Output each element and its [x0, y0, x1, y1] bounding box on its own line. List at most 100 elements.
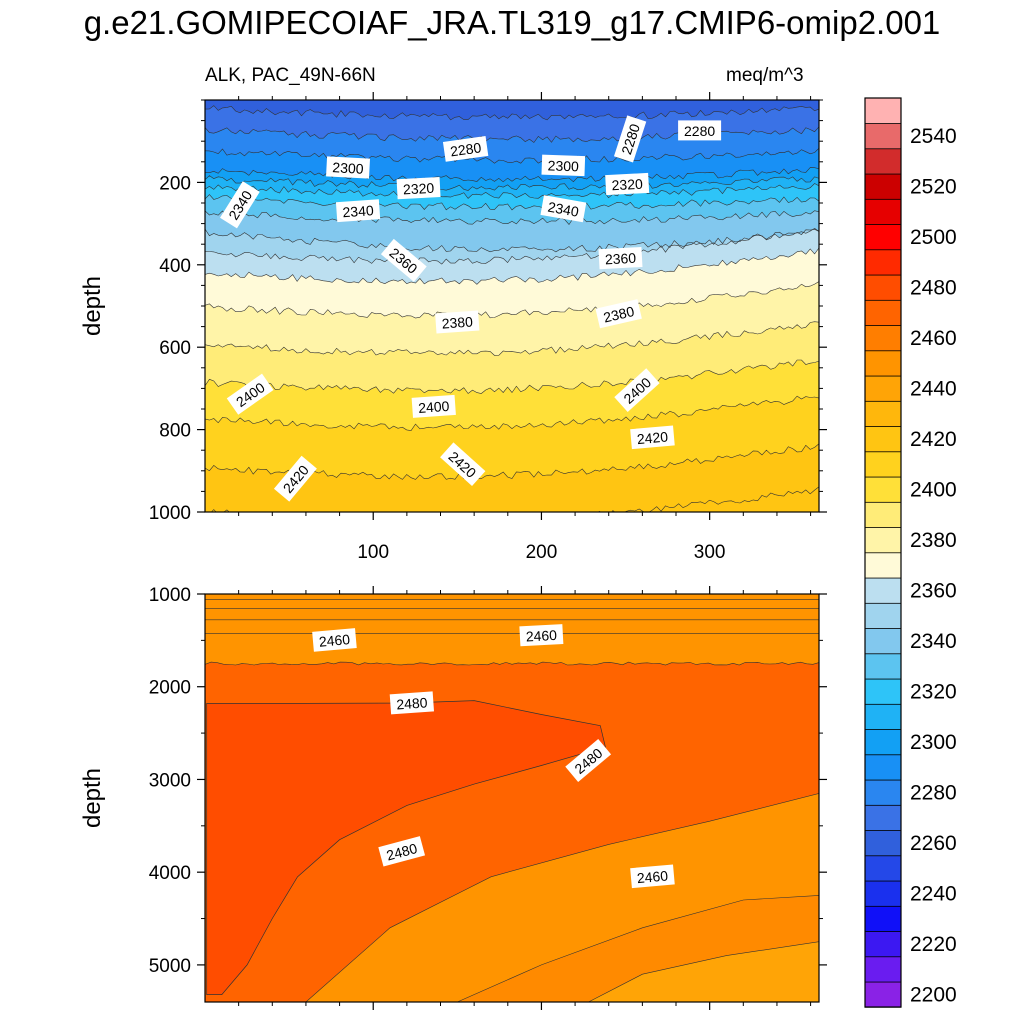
contour-label-box	[380, 238, 427, 282]
contour-label: 2400	[411, 394, 456, 418]
contour-label-text: 2380	[602, 303, 636, 326]
contour-label-box	[678, 120, 722, 141]
contour-label-box	[335, 199, 381, 223]
contour-label-box	[565, 739, 612, 782]
contour-label-text: 2460	[525, 627, 557, 645]
colorbar-swatch	[864, 476, 902, 503]
contour-label: 2420	[630, 425, 675, 450]
colorbar-swatch	[864, 678, 902, 705]
colorbar-label: 2380	[910, 529, 957, 552]
contour-label-box	[396, 176, 441, 200]
colorbar-label: 2260	[910, 832, 957, 855]
colorbar-swatch	[864, 173, 902, 200]
colorbar-swatch	[864, 148, 902, 175]
colorbar-swatch	[864, 905, 902, 932]
contour-label-text: 2380	[441, 313, 473, 331]
colorbar-swatch	[864, 249, 902, 276]
colorbar-swatch	[864, 552, 902, 579]
contour-label-box	[389, 691, 435, 715]
contour-label-box	[595, 299, 642, 329]
upper-contour-line	[205, 281, 819, 319]
contour-label-box	[435, 310, 480, 334]
contour-label-text: 2420	[636, 428, 669, 447]
colorbar-label: 2360	[910, 579, 957, 602]
variable-region-label: ALK, PAC_49N-66N	[205, 65, 376, 86]
colorbar-swatch	[864, 375, 902, 402]
colorbar-label: 2340	[910, 630, 957, 653]
contour-label: 2340	[335, 199, 381, 223]
contour-label-box	[220, 181, 260, 229]
colorbar-label: 2500	[910, 226, 957, 249]
colorbar-swatch	[864, 122, 902, 150]
colorbar-swatch	[864, 829, 902, 857]
colorbar-swatch	[864, 400, 902, 427]
y-tick-label: 600	[159, 338, 191, 359]
contour-label-text: 2280	[684, 123, 715, 139]
colorbar-swatch	[864, 930, 902, 958]
lower-below-2450-region	[588, 941, 819, 1002]
contour-label-box	[630, 864, 675, 889]
upper-contour-line	[205, 228, 819, 265]
upper-contour-line	[205, 95, 819, 99]
colorbar-swatch	[864, 274, 902, 301]
colorbar-swatch	[864, 425, 902, 453]
contour-label: 2340	[540, 195, 587, 223]
contour-label: 2360	[598, 246, 643, 270]
colorbar-label: 2200	[910, 983, 957, 1006]
lower-shallow-band	[205, 633, 819, 666]
colorbar-label: 2220	[910, 933, 957, 956]
upper-contour-line	[205, 183, 819, 199]
colorbar-swatch	[864, 779, 902, 806]
colorbar-frame	[864, 97, 902, 1008]
contour-label-box	[519, 624, 564, 647]
contour-label: 2420	[440, 442, 486, 487]
lower-plot-frame	[204, 593, 820, 1003]
y-tick-label: 1000	[149, 585, 191, 606]
contour-label: 2480	[389, 691, 435, 715]
contour-label: 2300	[541, 154, 586, 177]
colorbar-swatch	[864, 198, 902, 225]
upper-contour-line	[205, 147, 819, 164]
colorbar-swatch	[864, 299, 902, 326]
contour-label-text: 2340	[547, 199, 581, 220]
colorbar-label: 2400	[910, 478, 957, 501]
contour-label-text: 2460	[318, 631, 351, 650]
contour-label: 2380	[435, 310, 480, 334]
contour-label-text: 2300	[332, 159, 364, 177]
contour-label-text: 2320	[403, 180, 435, 198]
upper-contour-line	[205, 486, 819, 512]
contour-label: 2460	[630, 864, 675, 889]
units-label: meq/m^3	[726, 65, 804, 86]
y-tick-label: 4000	[149, 863, 191, 884]
colorbar-label: 2460	[910, 327, 957, 350]
upper-contour-line	[205, 175, 819, 191]
contour-label-box	[440, 442, 486, 487]
colorbar-swatch	[864, 855, 902, 882]
contour-label: 2480	[378, 836, 426, 867]
upper-contour-line	[205, 194, 819, 211]
colorbar-label: 2280	[910, 781, 957, 804]
colorbar-swatch	[864, 451, 902, 478]
contour-label-box	[378, 836, 426, 867]
contour-label-box	[605, 172, 650, 196]
x-tick-label: 300	[694, 542, 726, 563]
upper-contour-line	[205, 247, 819, 285]
colorbar-label: 2480	[910, 276, 957, 299]
contour-label-box	[630, 425, 675, 450]
contour-label: 2280	[678, 120, 722, 141]
contour-label-box	[613, 115, 647, 163]
contour-label-text: 2480	[385, 840, 419, 864]
colorbar-swatch	[864, 97, 902, 124]
colorbar-swatch	[864, 728, 902, 756]
contour-label-text: 2300	[547, 157, 579, 174]
y-tick-label: 1000	[149, 503, 191, 524]
figure-title: g.e21.GOMIPECOIAF_JRA.TL319_g17.CMIP6-om…	[83, 4, 941, 41]
colorbar-swatch	[864, 602, 902, 629]
upper-contour-line	[205, 210, 819, 225]
colorbar: 2200 2220 2240 2260 2280 2300 2320 2340 2360 2380…	[864, 97, 957, 1008]
colorbar-swatch	[864, 880, 902, 907]
contour-label: 2380	[595, 299, 642, 329]
contour-label: 2320	[605, 172, 650, 196]
colorbar-swatch	[864, 223, 902, 251]
